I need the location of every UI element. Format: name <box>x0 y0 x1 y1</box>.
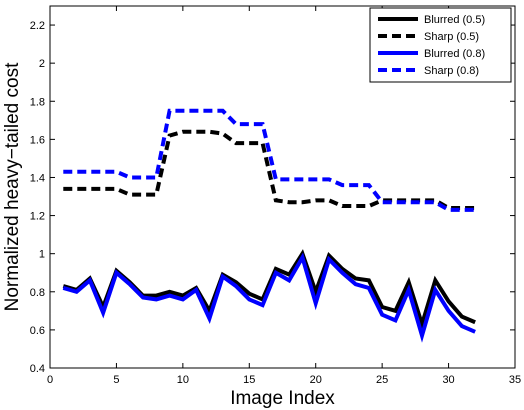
series-line-4 <box>63 108 476 212</box>
y-tick-label: 0.8 <box>30 287 45 299</box>
y-tick-label: 0.6 <box>30 325 45 337</box>
y-axis-title: Normalized heavy−tailed cost <box>2 62 23 311</box>
x-tick-label: 20 <box>310 374 322 386</box>
y-tick-label: 1 <box>39 249 45 261</box>
legend-label-1: Blurred (0.5) <box>424 14 485 26</box>
x-tick-label: 0 <box>47 374 53 386</box>
y-tick-label: 1.2 <box>30 211 45 223</box>
series-line-2 <box>63 129 476 210</box>
legend-label-2: Sharp (0.5) <box>424 31 479 43</box>
x-tick-label: 15 <box>243 374 255 386</box>
x-tick-label: 35 <box>509 374 521 386</box>
x-axis-title: Image Index <box>230 388 335 409</box>
series-group <box>62 108 476 343</box>
series-line-3 <box>62 252 476 343</box>
legend-label-4: Sharp (0.8) <box>424 65 479 77</box>
legend: Blurred (0.5) Sharp (0.5) Blurred (0.8) Sha… <box>369 7 512 83</box>
x-tick-label: 10 <box>177 374 189 386</box>
y-tick-label: 1.8 <box>30 96 45 108</box>
axes-box <box>49 5 516 369</box>
legend-label-3: Blurred (0.8) <box>424 48 485 60</box>
y-tick-label: 1.6 <box>30 134 45 146</box>
y-tick-label: 1.4 <box>30 172 45 184</box>
x-tick-label: 5 <box>113 374 119 386</box>
ticks: 0 5 10 15 20 25 30 35 0.4 0.6 0.8 1 1.2 1.4 1.6 1.8 2 2.2 <box>30 6 521 386</box>
x-tick-label: 30 <box>442 374 454 386</box>
y-tick-label: 0.4 <box>30 363 45 375</box>
x-tick-label: 25 <box>376 374 388 386</box>
y-tick-label: 2.2 <box>30 20 45 32</box>
y-tick-label: 2 <box>39 58 45 70</box>
